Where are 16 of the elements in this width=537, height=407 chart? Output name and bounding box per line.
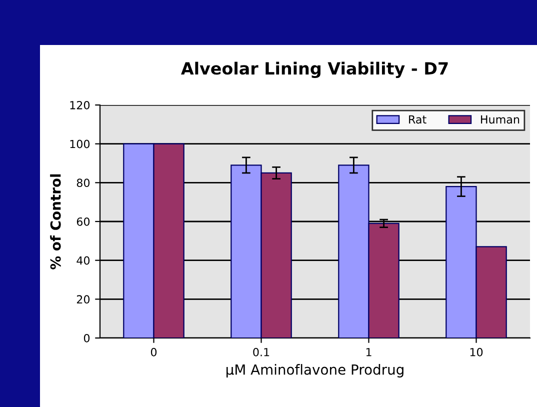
x-axis-title: µM Aminoflavone Prodrug bbox=[226, 364, 404, 378]
y-tick-label: 20 bbox=[76, 295, 90, 304]
y-tick-label: 120 bbox=[70, 100, 90, 110]
chart-title: Alveolar Lining Viability - D7 bbox=[181, 62, 448, 78]
x-tick-label: 0.1 bbox=[253, 348, 270, 356]
y-tick-label: 0 bbox=[84, 334, 90, 342]
y-tick-label: 80 bbox=[76, 178, 90, 188]
y-axis-title: % of Control bbox=[50, 174, 61, 270]
x-tick-label: 10 bbox=[470, 348, 483, 356]
legend-label: Rat bbox=[409, 115, 426, 124]
y-tick-label: 40 bbox=[76, 256, 90, 265]
y-tick-label: 60 bbox=[76, 217, 90, 226]
legend-label: Human bbox=[481, 115, 520, 124]
y-tick-label: 100 bbox=[70, 140, 90, 148]
x-tick-label: 1 bbox=[366, 348, 372, 356]
x-tick-label: 0 bbox=[150, 348, 157, 356]
